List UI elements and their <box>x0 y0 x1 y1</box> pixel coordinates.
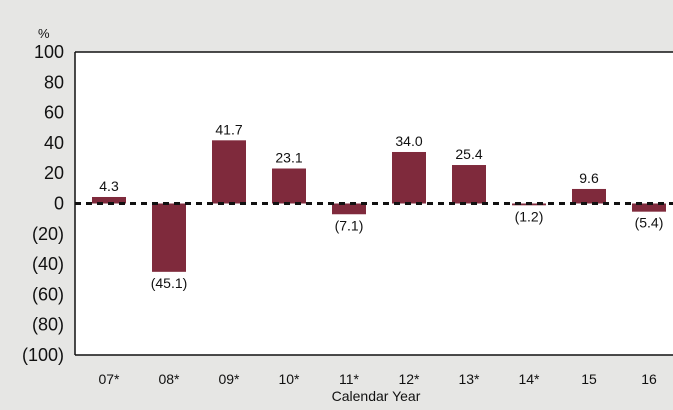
bar-08-star <box>152 203 186 272</box>
x-tick-label: 07* <box>98 371 120 387</box>
data-label: 4.3 <box>99 178 119 194</box>
x-tick-label: 12* <box>398 371 420 387</box>
bars-group <box>92 140 666 272</box>
data-label: (45.1) <box>151 275 188 291</box>
x-axis-title: Calendar Year <box>332 388 421 404</box>
bar-15 <box>572 188 606 204</box>
bar-09-star <box>212 140 246 204</box>
x-tick-label: 11* <box>339 371 360 387</box>
bar-10-star <box>272 168 306 204</box>
data-label: (5.4) <box>635 215 664 231</box>
x-tick-label: 09* <box>218 371 240 387</box>
x-tick-labels: 07* 08* 09* 10* 11* 12* 13* 14* 15 16 <box>98 371 657 387</box>
y-tick-label: (100) <box>22 345 64 365</box>
data-label: 41.7 <box>215 121 242 137</box>
y-tick-label: 40 <box>44 133 64 153</box>
y-unit-label: % <box>38 26 50 41</box>
y-tick-labels: 100 80 60 40 20 0 (20) (40) (60) (80) (100) <box>22 42 64 365</box>
x-tick-label: 14* <box>518 371 540 387</box>
bar-12-star <box>392 151 426 204</box>
x-tick-label: 13* <box>458 371 480 387</box>
x-tick-label: 16 <box>641 371 657 387</box>
bar-13-star <box>452 165 486 204</box>
y-tick-label: 60 <box>44 103 64 123</box>
y-tick-label: (80) <box>32 315 64 335</box>
data-label: (7.1) <box>335 217 364 233</box>
x-tick-label: 15 <box>581 371 597 387</box>
bar-11-star <box>332 203 366 215</box>
data-label: 23.1 <box>275 150 302 166</box>
y-tick-label: 100 <box>34 42 64 62</box>
y-tick-label: (60) <box>32 284 64 304</box>
bar-07-star <box>92 196 126 204</box>
x-tick-label: 08* <box>158 371 180 387</box>
data-label: (1.2) <box>515 208 544 224</box>
bar-16 <box>632 203 666 212</box>
data-label: 25.4 <box>455 146 482 162</box>
y-tick-label: 0 <box>54 194 64 214</box>
x-tick-label: 10* <box>278 371 300 387</box>
data-labels: 4.3 (45.1) 41.7 23.1 (7.1) 34.0 25.4 (1.2) 9.6 (5… <box>99 121 663 291</box>
y-tick-label: (20) <box>32 224 64 244</box>
data-label: 9.6 <box>579 170 599 186</box>
y-tick-label: (40) <box>32 254 64 274</box>
y-tick-label: 80 <box>44 72 64 92</box>
y-tick-label: 20 <box>44 163 64 183</box>
data-label: 34.0 <box>395 133 422 149</box>
